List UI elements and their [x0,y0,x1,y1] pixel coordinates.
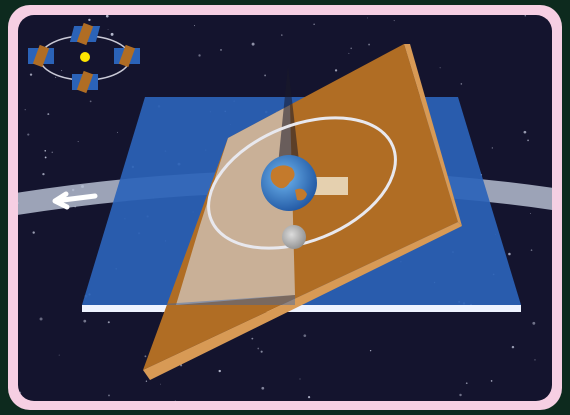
star [281,34,283,36]
star [490,380,493,382]
mini-plane [76,70,94,94]
star [32,231,35,234]
star [367,17,368,19]
direction-arrow [52,191,98,210]
star [529,213,531,215]
star [220,48,222,51]
star [313,23,315,26]
plane-overlap [148,295,295,305]
star [117,131,118,133]
star [160,383,161,385]
star [524,15,527,17]
star [251,337,254,340]
star [24,109,26,111]
earth-land [270,165,307,201]
star [491,147,494,149]
star [303,334,307,337]
star [261,386,265,390]
star [77,141,79,143]
star [107,321,110,324]
star [368,43,371,46]
star [108,394,110,397]
star [465,382,468,385]
moon-orbit [207,116,397,250]
star [350,47,353,50]
orbit-plane-edge [404,44,462,226]
star [257,347,260,350]
plane-edge [82,305,521,312]
star [439,67,441,69]
moon [282,225,306,249]
star [145,380,148,382]
star [218,369,221,373]
star [534,359,536,361]
star [508,252,511,256]
star [88,18,91,22]
star [83,319,87,323]
mini-earths [28,22,140,94]
star [198,54,201,57]
star [39,317,43,321]
star [29,73,33,76]
star [51,151,53,153]
star [527,139,529,142]
star [532,321,536,325]
star [307,396,311,399]
mini-plane [32,44,50,68]
star [174,400,176,401]
star [44,156,47,159]
star [89,100,92,103]
star [55,76,57,78]
translucent-plane-part [176,105,295,305]
scene [18,22,552,380]
mini-plane [76,22,94,46]
star [348,52,350,54]
star [251,42,255,46]
star [194,25,196,27]
star [460,83,463,85]
sun-beam [310,177,348,195]
mini-sun [80,52,90,62]
star [260,350,263,353]
star [264,74,267,77]
star [511,345,515,349]
star [42,172,45,176]
star [105,15,109,18]
star [393,20,395,22]
star [58,354,60,356]
star [61,69,63,72]
star [334,69,338,72]
star [369,350,372,352]
star [144,355,147,358]
star [44,150,47,152]
star [110,32,114,36]
star [299,378,301,380]
star [530,249,533,251]
star [107,28,109,30]
mini-plane [118,44,136,68]
star [47,113,50,116]
star [523,130,527,134]
star [27,133,30,136]
star [459,393,462,397]
orbit-plane-edge [143,222,462,380]
